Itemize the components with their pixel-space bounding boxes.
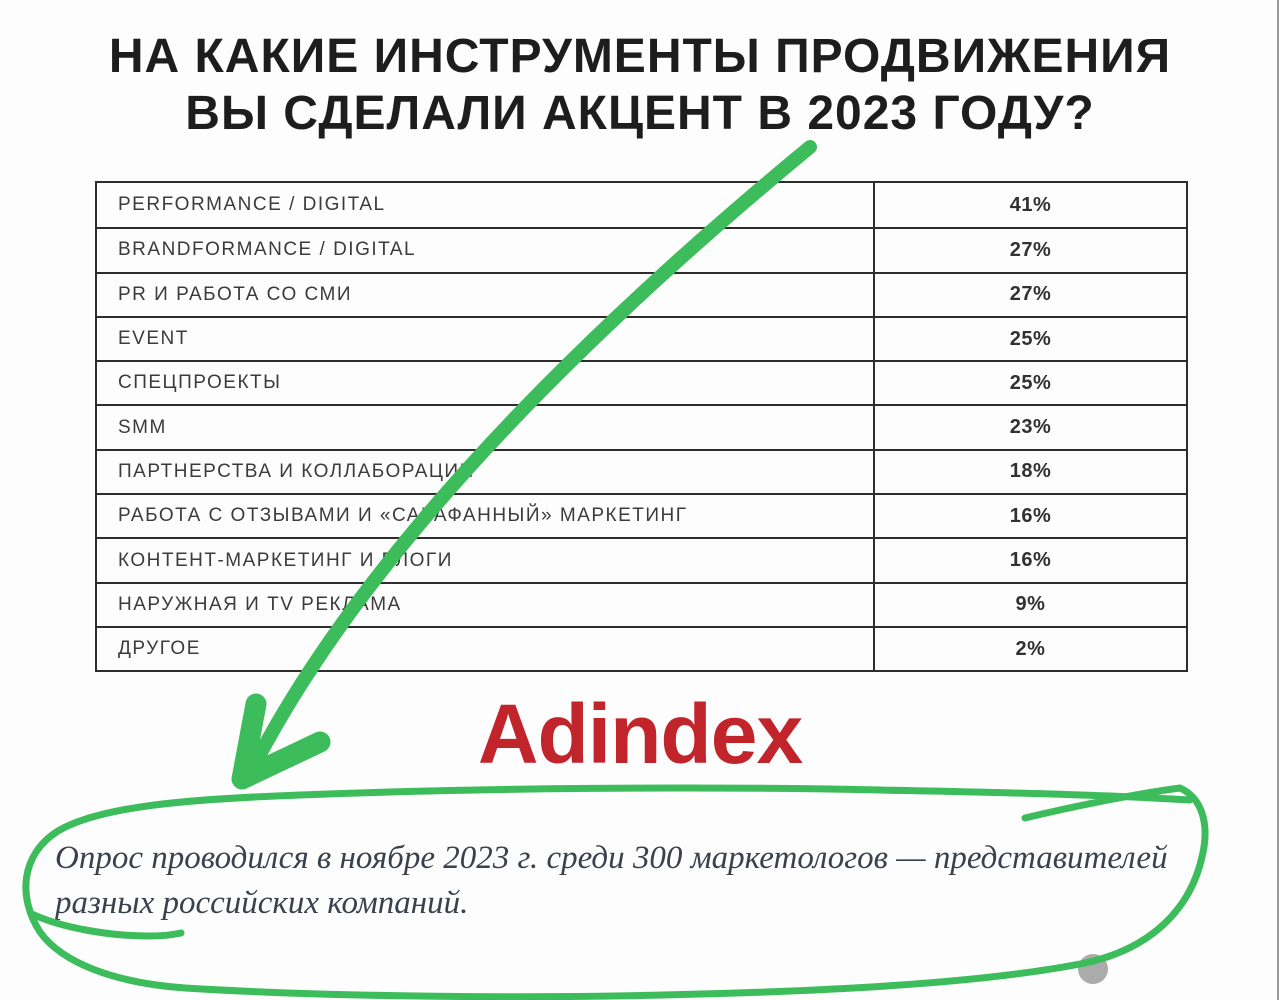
- footnote-line-2: разных российских компаний.: [55, 885, 469, 921]
- table-row: PERFORMANCE / DIGITAL 41%: [97, 183, 1186, 228]
- footnote-line-1: Опрос проводился в ноябре 2023 г. среди …: [55, 840, 1168, 876]
- category-label-cell: SMM: [97, 406, 875, 449]
- adindex-logo: Adindex: [477, 687, 803, 781]
- percent-value-cell: 16%: [1009, 504, 1052, 527]
- percent-value-cell: 25%: [1009, 371, 1052, 394]
- table-row: КОНТЕНТ-МАРКЕТИНГ И БЛОГИ 16%: [97, 537, 1186, 582]
- percent-value-cell: 2%: [1015, 637, 1046, 660]
- category-label-cell: ПАРТНЕРСТВА И КОЛЛАБОРАЦИИ: [97, 450, 875, 494]
- category-label-cell: BRANDFORMANCE / DIGITAL: [97, 229, 875, 272]
- percent-value-cell: 16%: [1009, 549, 1052, 572]
- table-row: ДРУГОЕ 2%: [97, 625, 1186, 671]
- table-row: BRANDFORMANCE / DIGITAL 27%: [97, 227, 1186, 272]
- category-label-cell: ДРУГОЕ: [97, 627, 875, 671]
- table-row: НАРУЖНАЯ И TV РЕКЛАМА 9%: [97, 581, 1186, 626]
- percent-value-cell: 23%: [1009, 416, 1052, 439]
- category-label-cell: PR И РАБОТА СО СМИ: [97, 273, 875, 316]
- percent-value-cell: 18%: [1009, 460, 1052, 483]
- category-label-cell: КОНТЕНТ-МАРКЕТИНГ И БЛОГИ: [97, 539, 875, 582]
- table-row: SMM 23%: [97, 404, 1186, 449]
- percent-value-cell: 9%: [1015, 593, 1046, 616]
- table-row: ПАРТНЕРСТВА И КОЛЛАБОРАЦИИ 18%: [97, 448, 1186, 494]
- title-line-1: НА КАКИЕ ИНСТРУМЕНТЫ ПРОДВИЖЕНИЯ: [108, 30, 1172, 83]
- survey-footnote: Опрос проводился в ноябре 2023 г. среди …: [55, 836, 1235, 926]
- category-label-cell: PERFORMANCE / DIGITAL: [97, 183, 875, 228]
- percent-value-cell: 41%: [1009, 193, 1052, 216]
- category-label-cell: СПЕЦПРОЕКТЫ: [97, 362, 875, 405]
- table-row: EVENT 25%: [97, 315, 1186, 361]
- category-label-cell: EVENT: [97, 317, 875, 361]
- percent-value-cell: 27%: [1009, 238, 1052, 261]
- gray-dot: [1078, 954, 1108, 984]
- page-right-border: [1277, 0, 1279, 1000]
- percent-value-cell: 25%: [1009, 327, 1052, 350]
- category-label-cell: РАБОТА С ОТЗЫВАМИ И «САРАФАННЫЙ» МАРКЕТИ…: [97, 495, 875, 538]
- table-row: PR И РАБОТА СО СМИ 27%: [97, 271, 1186, 316]
- table-row: РАБОТА С ОТЗЫВАМИ И «САРАФАННЫЙ» МАРКЕТИ…: [97, 493, 1186, 538]
- title-line-2: ВЫ СДЕЛАЛИ АКЦЕНТ В 2023 ГОДУ?: [185, 87, 1095, 140]
- category-label-cell: НАРУЖНАЯ И TV РЕКЛАМА: [97, 583, 875, 626]
- table-row: СПЕЦПРОЕКТЫ 25%: [97, 360, 1186, 405]
- percent-value-cell: 27%: [1009, 283, 1052, 306]
- survey-question-title: НА КАКИЕ ИНСТРУМЕНТЫ ПРОДВИЖЕНИЯ ВЫ СДЕЛ…: [0, 28, 1280, 142]
- survey-results-table: PERFORMANCE / DIGITAL 41% BRANDFORMANCE …: [95, 181, 1188, 673]
